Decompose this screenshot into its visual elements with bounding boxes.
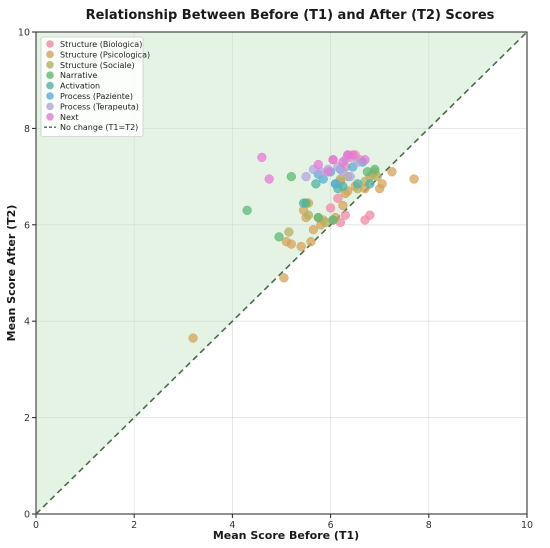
data-point-5-6 xyxy=(330,179,341,189)
y-tick-label: 8 xyxy=(24,124,30,135)
x-axis-label: Mean Score Before (T1) xyxy=(213,529,359,542)
data-point-3-1 xyxy=(274,232,284,242)
data-point-7-8 xyxy=(348,150,358,160)
data-point-3-5 xyxy=(328,215,338,225)
plot-frame xyxy=(35,31,528,515)
legend-marker-5 xyxy=(46,92,54,100)
x-tick-label: 8 xyxy=(426,520,432,531)
data-point-0-1 xyxy=(340,210,350,220)
x-tick-label: 0 xyxy=(33,520,39,531)
data-point-3-7 xyxy=(370,164,380,175)
legend-label-0: Structure (Biologica) xyxy=(60,40,142,49)
data-point-2-1 xyxy=(303,210,314,220)
data-point-7-3 xyxy=(323,167,333,177)
legend-marker-7 xyxy=(46,113,54,121)
data-point-1-22 xyxy=(338,200,348,211)
reference-line xyxy=(35,31,528,515)
data-point-4-4 xyxy=(352,179,363,189)
legend-marker-0 xyxy=(46,40,54,48)
data-point-4-5 xyxy=(365,179,375,189)
data-point-6-8 xyxy=(338,167,348,177)
y-tick-label: 0 xyxy=(24,510,30,521)
x-tick-label: 4 xyxy=(229,520,235,531)
data-point-1-7 xyxy=(308,224,319,235)
legend-label-1: Structure (Psicologica) xyxy=(60,50,150,59)
data-point-1-17 xyxy=(377,179,387,189)
data-point-1-18 xyxy=(387,167,397,177)
data-point-7-0 xyxy=(257,152,267,162)
data-point-6-6 xyxy=(345,171,355,182)
x-tick-label: 10 xyxy=(521,520,533,531)
legend-label-3: Narrative xyxy=(60,71,97,80)
data-point-1-0 xyxy=(188,333,198,343)
y-tick-label: 6 xyxy=(24,220,30,231)
data-point-1-3 xyxy=(286,239,296,249)
y-tick-label: 10 xyxy=(18,28,30,39)
legend-marker-4 xyxy=(46,81,54,90)
data-point-1-1 xyxy=(279,273,289,283)
legend-marker-3 xyxy=(46,71,54,79)
legend-label-4: Activation xyxy=(60,82,100,91)
y-tick-label: 4 xyxy=(24,317,30,328)
y-tick-label: 2 xyxy=(24,413,30,424)
legend-label-2: Structure (Sociale) xyxy=(60,61,135,70)
data-point-7-7 xyxy=(360,155,370,165)
y-axis-label: Mean Score After (T2) xyxy=(5,205,18,342)
data-point-3-0 xyxy=(242,205,252,215)
legend-reference-label: No change (T1=T2) xyxy=(60,123,138,132)
data-point-4-1 xyxy=(311,179,321,189)
legend-label-5: Process (Paziente) xyxy=(60,92,133,101)
data-point-0-2 xyxy=(325,203,336,213)
x-tick-label: 6 xyxy=(328,520,334,531)
data-point-7-5 xyxy=(338,157,348,167)
legend-marker-1 xyxy=(46,50,54,59)
data-point-6-0 xyxy=(301,171,311,182)
data-point-7-2 xyxy=(313,159,323,170)
data-point-7-4 xyxy=(328,155,338,165)
data-point-3-4 xyxy=(313,212,323,223)
legend-box xyxy=(40,36,144,137)
x-tick-label: 2 xyxy=(131,520,137,531)
legend-marker-6 xyxy=(46,102,54,111)
chart-title: Relationship Between Before (T1) and Aft… xyxy=(86,8,495,23)
legend-label-6: Process (Terapeuta) xyxy=(60,102,139,111)
data-point-2-0 xyxy=(284,227,294,237)
data-point-1-19 xyxy=(409,174,419,184)
data-point-0-3 xyxy=(333,193,343,203)
data-point-7-1 xyxy=(264,174,274,184)
data-point-3-2 xyxy=(286,171,296,182)
data-point-4-0 xyxy=(298,198,309,208)
data-point-0-5 xyxy=(365,210,375,220)
data-point-1-6 xyxy=(306,237,316,247)
legend-label-7: Next xyxy=(60,113,79,122)
data-point-1-4 xyxy=(296,241,306,252)
legend-marker-2 xyxy=(46,61,54,69)
